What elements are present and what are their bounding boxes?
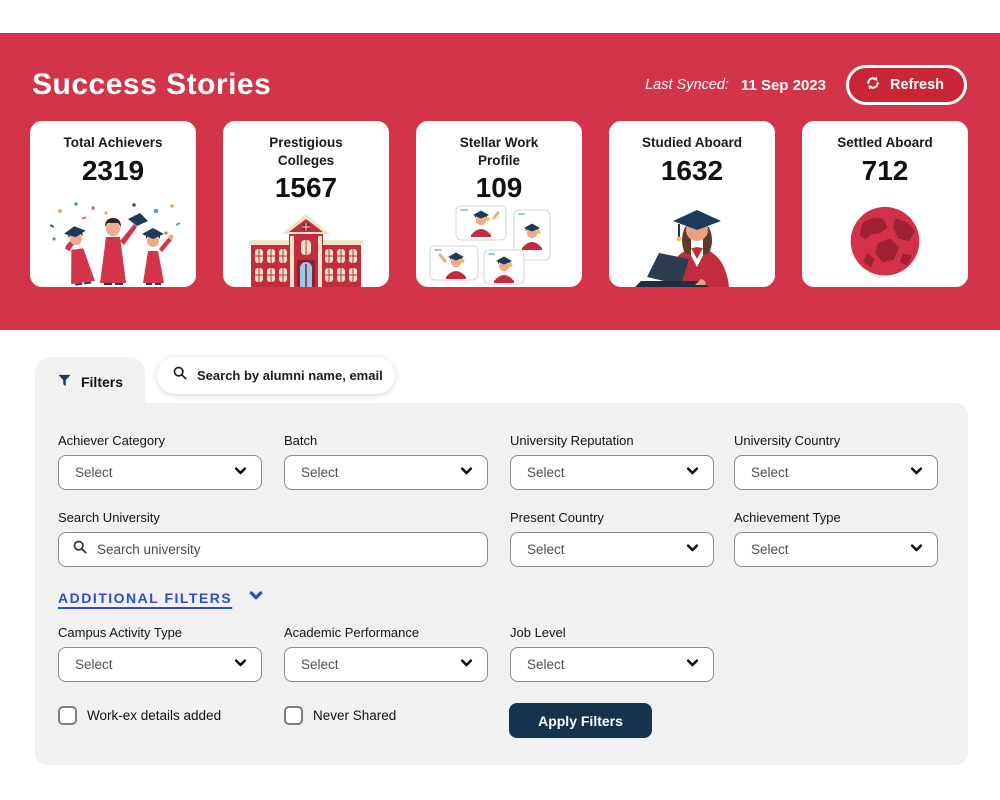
- refresh-button[interactable]: Refresh: [846, 65, 967, 105]
- stat-card-value: 1632: [660, 154, 724, 186]
- select-value: Select: [751, 465, 789, 480]
- university-search-field[interactable]: [58, 532, 488, 567]
- chevron-down-icon: [685, 463, 700, 483]
- campus-activity-type-label: Campus Activity Type: [58, 625, 183, 640]
- university-search-input[interactable]: [97, 542, 427, 557]
- refresh-button-label: Refresh: [890, 77, 944, 93]
- header-banner: Success Stories Last Synced: 11 Sep 2023…: [0, 33, 1000, 330]
- chevron-down-icon: [233, 463, 248, 483]
- stat-card-value: 1567: [274, 172, 338, 204]
- globe-illustration: [841, 199, 929, 287]
- campus-activity-type-select[interactable]: Select: [58, 647, 262, 682]
- achievement-type-select[interactable]: Select: [734, 532, 938, 567]
- filters-tab-label: Filters: [80, 374, 123, 390]
- university-reputation-select[interactable]: Select: [510, 455, 714, 490]
- stat-card-label: Settled Aboard: [837, 135, 933, 150]
- select-value: Select: [75, 657, 113, 672]
- stat-card-settled-aboard: Settled Aboard 712: [802, 121, 968, 287]
- select-value: Select: [527, 657, 565, 672]
- stat-card-total-achievers: Total Achievers 2319: [30, 121, 196, 287]
- achiever-category-select[interactable]: Select: [58, 455, 262, 490]
- profile-photo-cards-illustration: [424, 204, 574, 287]
- alumni-search-input[interactable]: [197, 368, 382, 383]
- job-level-select[interactable]: Select: [510, 647, 714, 682]
- achievement-type-label: Achievement Type: [734, 510, 841, 525]
- funnel-icon: [57, 373, 72, 391]
- last-synced-label: Last Synced:: [645, 77, 729, 93]
- academic-performance-select[interactable]: Select: [284, 647, 488, 682]
- job-level-label: Job Level: [510, 625, 566, 640]
- graduate-with-laptop-illustration: [617, 197, 767, 287]
- chevron-down-icon: [909, 463, 924, 483]
- stat-card-label: Prestigious Colleges: [269, 135, 343, 168]
- filters-panel: Achiever Category Batch University Reput…: [35, 403, 968, 765]
- chevron-down-icon: [459, 463, 474, 483]
- select-value: Select: [751, 542, 789, 557]
- graduates-celebrating-illustration: [38, 199, 188, 287]
- chevron-down-icon: [233, 655, 248, 675]
- never-shared-checkbox-row: Never Shared: [284, 706, 396, 725]
- apply-filters-button[interactable]: Apply Filters: [509, 703, 652, 738]
- never-shared-checkbox[interactable]: [284, 706, 303, 725]
- search-university-label: Search University: [58, 510, 160, 525]
- present-country-label: Present Country: [510, 510, 604, 525]
- additional-filters-link[interactable]: ADDITIONAL FILTERS: [58, 587, 264, 608]
- batch-label: Batch: [284, 433, 318, 448]
- academic-performance-label: Academic Performance: [284, 625, 420, 640]
- refresh-arrows-icon: [865, 75, 881, 95]
- chevron-down-icon: [248, 587, 264, 608]
- select-value: Select: [301, 657, 339, 672]
- batch-select[interactable]: Select: [284, 455, 488, 490]
- workex-checkbox-row: Work-ex details added: [58, 706, 221, 725]
- sync-area: Last Synced: 11 Sep 2023 Refresh: [645, 65, 967, 105]
- stat-cards-row: Total Achievers 2319: [30, 121, 968, 287]
- stat-card-value: 109: [475, 172, 523, 204]
- additional-filters-label: ADDITIONAL FILTERS: [58, 589, 233, 606]
- achiever-category-label: Achiever Category: [58, 433, 165, 448]
- university-country-select[interactable]: Select: [734, 455, 938, 490]
- search-icon: [72, 539, 88, 560]
- alumni-search-bar[interactable]: [157, 357, 395, 394]
- stat-card-label: Stellar Work Profile: [459, 135, 539, 168]
- page-title: Success Stories: [32, 68, 272, 101]
- stat-card-stellar-work-profile: Stellar Work Profile 109: [416, 121, 582, 287]
- stat-card-label: Total Achievers: [63, 135, 163, 150]
- college-building-illustration: [231, 204, 381, 287]
- never-shared-checkbox-label: Never Shared: [313, 708, 397, 723]
- university-reputation-label: University Reputation: [510, 433, 634, 448]
- stat-card-prestigious-colleges: Prestigious Colleges 1567: [223, 121, 389, 287]
- chevron-down-icon: [685, 540, 700, 560]
- select-value: Select: [301, 465, 339, 480]
- chevron-down-icon: [909, 540, 924, 560]
- stat-card-value: 2319: [81, 154, 145, 186]
- select-value: Select: [527, 465, 565, 480]
- search-icon: [172, 365, 188, 386]
- select-value: Select: [75, 465, 113, 480]
- stat-card-studied-aboard: Studied Aboard 1632: [609, 121, 775, 287]
- chevron-down-icon: [459, 655, 474, 675]
- last-synced-value: 11 Sep 2023: [740, 76, 826, 94]
- stat-card-label: Studied Aboard: [642, 135, 742, 150]
- stat-card-value: 712: [861, 154, 909, 186]
- workex-checkbox-label: Work-ex details added: [87, 708, 222, 723]
- university-country-label: University Country: [734, 433, 841, 448]
- select-value: Select: [527, 542, 565, 557]
- filters-tab[interactable]: Filters: [35, 357, 145, 407]
- workex-checkbox[interactable]: [58, 706, 77, 725]
- chevron-down-icon: [685, 655, 700, 675]
- present-country-select[interactable]: Select: [510, 532, 714, 567]
